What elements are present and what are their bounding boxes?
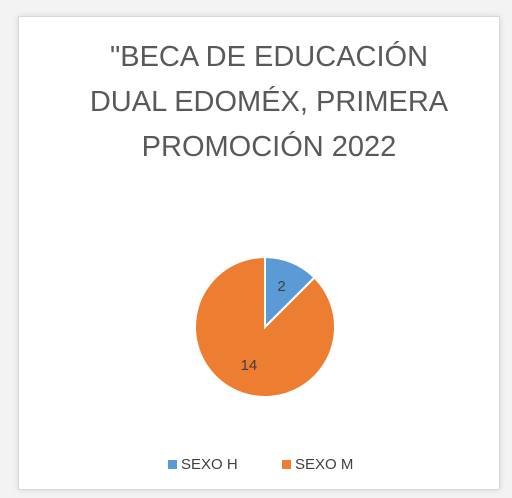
legend-swatch xyxy=(168,460,177,469)
pie-slice xyxy=(194,255,336,398)
legend-label: SEXO H xyxy=(181,456,238,473)
data-label: 14 xyxy=(241,357,258,374)
chart-title: "BECA DE EDUCACIÓN DUAL EDOMÉX, PRIMERA … xyxy=(89,41,449,163)
data-label: 2 xyxy=(277,278,285,295)
legend-swatch xyxy=(282,460,291,469)
legend-label: SEXO M xyxy=(295,456,353,473)
chart-card: "BECA DE EDUCACIÓN DUAL EDOMÉX, PRIMERA … xyxy=(18,16,500,490)
